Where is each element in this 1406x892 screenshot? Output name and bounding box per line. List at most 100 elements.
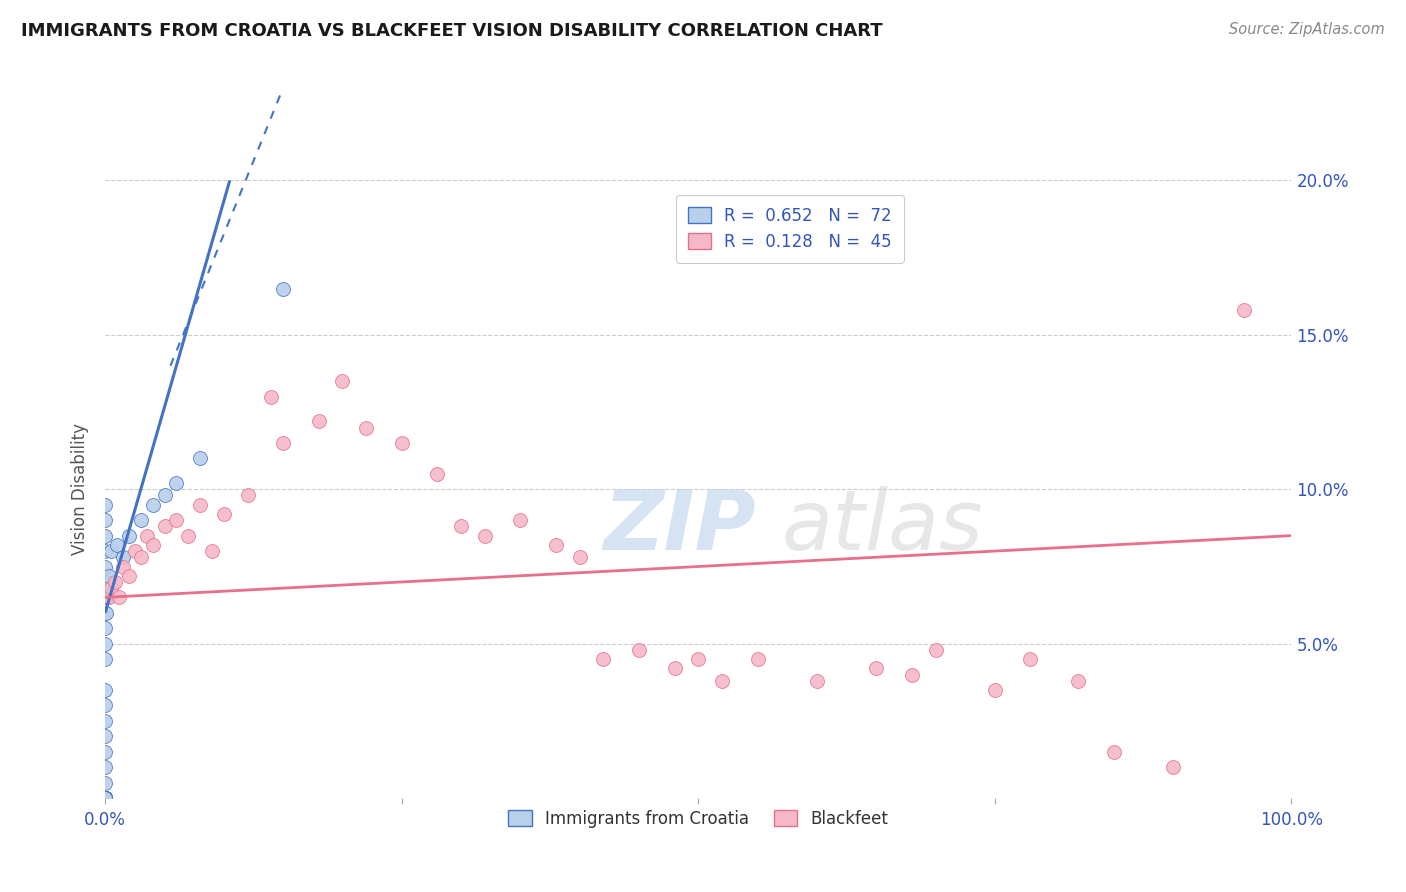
Point: [1067, 673, 1090, 688]
Point: [188, 451, 211, 466]
Point: [450, 519, 472, 533]
Point: [94, 791, 117, 805]
Point: [236, 488, 259, 502]
Point: [924, 643, 946, 657]
Point: [129, 513, 152, 527]
Point: [474, 528, 496, 542]
Point: [260, 390, 283, 404]
Point: [94, 498, 117, 512]
Point: [94, 730, 117, 744]
Point: [94, 791, 117, 805]
Point: [94, 791, 117, 805]
Point: [1161, 760, 1184, 774]
Point: [94, 775, 117, 789]
Point: [94, 791, 117, 805]
Text: atlas: atlas: [782, 486, 983, 566]
Point: [271, 281, 294, 295]
Point: [711, 673, 734, 688]
Point: [94, 791, 117, 805]
Point: [94, 791, 117, 805]
Point: [568, 550, 591, 565]
Point: [94, 791, 117, 805]
Point: [111, 559, 134, 574]
Point: [94, 544, 117, 558]
Point: [212, 507, 235, 521]
Text: Source: ZipAtlas.com: Source: ZipAtlas.com: [1229, 22, 1385, 37]
Point: [94, 698, 117, 713]
Point: [94, 791, 117, 805]
Point: [94, 714, 117, 728]
Point: [104, 574, 127, 589]
Legend: Immigrants from Croatia, Blackfeet: Immigrants from Croatia, Blackfeet: [501, 802, 897, 836]
Point: [94, 791, 117, 805]
Point: [688, 652, 710, 666]
Point: [94, 528, 117, 542]
Point: [94, 791, 117, 805]
Point: [354, 420, 377, 434]
Point: [94, 791, 117, 805]
Point: [94, 791, 117, 805]
Point: [901, 667, 924, 681]
Point: [177, 528, 200, 542]
Point: [201, 544, 224, 558]
Point: [94, 606, 117, 620]
Point: [94, 791, 117, 805]
Point: [94, 760, 117, 774]
Text: ZIP: ZIP: [603, 486, 756, 566]
Point: [124, 544, 146, 558]
Point: [105, 538, 128, 552]
Point: [391, 436, 413, 450]
Point: [97, 591, 120, 605]
Point: [94, 791, 117, 805]
Point: [865, 661, 887, 675]
Point: [1102, 745, 1125, 759]
Point: [94, 591, 117, 605]
Point: [747, 652, 769, 666]
Point: [984, 683, 1007, 698]
Point: [118, 528, 141, 542]
Point: [94, 791, 117, 805]
Point: [94, 791, 117, 805]
Point: [153, 519, 176, 533]
Point: [94, 791, 117, 805]
Point: [94, 791, 117, 805]
Point: [94, 621, 117, 635]
Point: [94, 791, 117, 805]
Y-axis label: Vision Disability: Vision Disability: [72, 424, 89, 556]
Point: [97, 591, 120, 605]
Point: [592, 652, 614, 666]
Point: [142, 538, 165, 552]
Point: [94, 791, 117, 805]
Point: [97, 568, 120, 582]
Point: [94, 791, 117, 805]
Point: [94, 791, 117, 805]
Point: [111, 550, 134, 565]
Point: [118, 568, 141, 582]
Point: [94, 791, 117, 805]
Point: [100, 544, 122, 558]
Point: [271, 436, 294, 450]
Point: [129, 550, 152, 565]
Point: [135, 528, 157, 542]
Point: [94, 791, 117, 805]
Point: [108, 591, 131, 605]
Point: [94, 791, 117, 805]
Point: [94, 791, 117, 805]
Point: [94, 791, 117, 805]
Text: IMMIGRANTS FROM CROATIA VS BLACKFEET VISION DISABILITY CORRELATION CHART: IMMIGRANTS FROM CROATIA VS BLACKFEET VIS…: [21, 22, 883, 40]
Point: [806, 673, 828, 688]
Point: [94, 683, 117, 698]
Point: [94, 791, 117, 805]
Point: [94, 791, 117, 805]
Point: [94, 745, 117, 759]
Point: [94, 791, 117, 805]
Point: [94, 791, 117, 805]
Point: [94, 791, 117, 805]
Point: [100, 581, 122, 595]
Point: [94, 791, 117, 805]
Point: [94, 574, 117, 589]
Point: [94, 791, 117, 805]
Point: [94, 791, 117, 805]
Point: [96, 606, 118, 620]
Point: [142, 498, 165, 512]
